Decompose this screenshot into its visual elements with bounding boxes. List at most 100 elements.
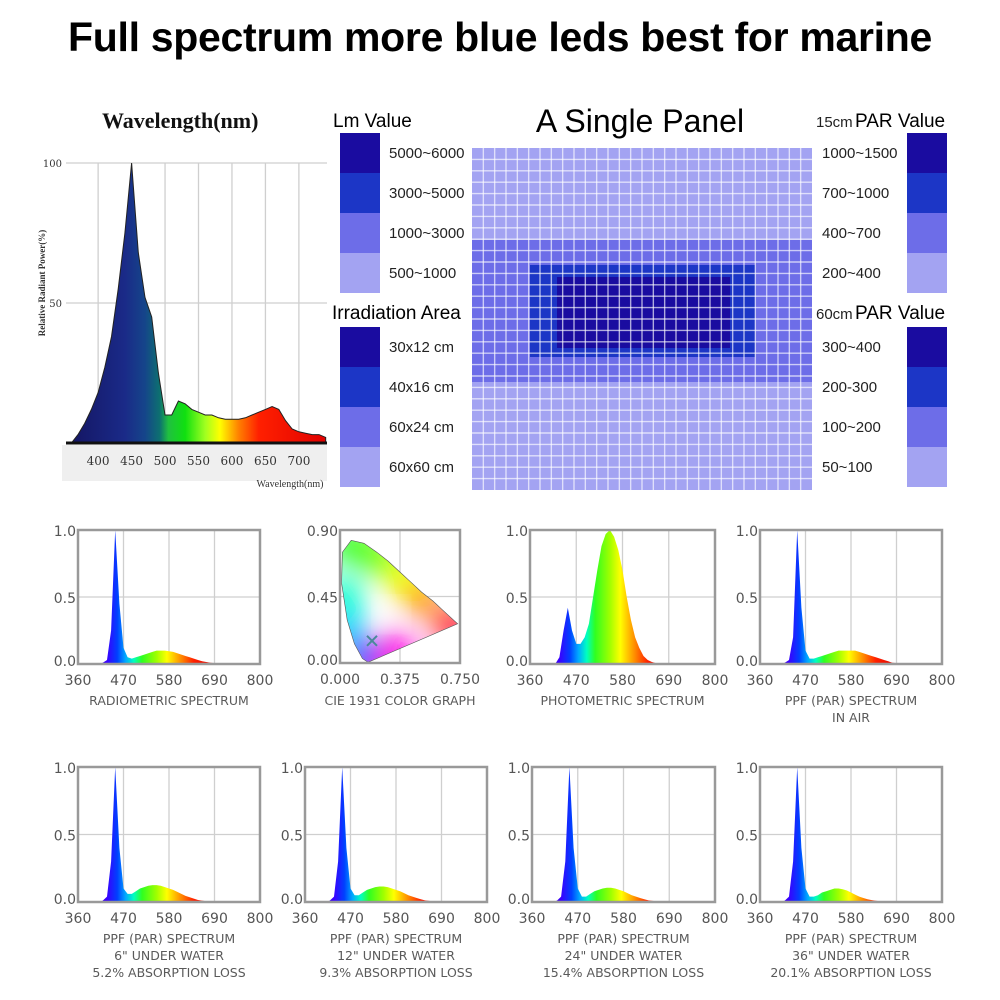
x-tick-label: 360 — [517, 673, 544, 689]
x-axis-band — [62, 445, 327, 481]
y-tick-label: 0.90 — [307, 524, 338, 540]
spectrum-area — [71, 162, 327, 444]
y-tick-label: 0.0 — [54, 892, 76, 908]
legend-label: 3000~5000 — [389, 185, 465, 202]
y-tick-label: 1.0 — [508, 761, 530, 777]
chart-caption: 20.1% ABSORPTION LOSS — [770, 965, 931, 980]
legend-label: 700~1000 — [822, 185, 889, 202]
y-tick-label: 0.5 — [506, 591, 528, 607]
legend-label: 1000~1500 — [822, 145, 898, 162]
chart-cie-1931 — [338, 528, 462, 665]
y-tick-label: 0.45 — [307, 591, 338, 607]
chart-caption: PPF (PAR) SPECTRUM — [330, 931, 462, 946]
spectrum-area — [760, 530, 942, 664]
x-tick-label: 580 — [838, 911, 865, 927]
legend-title: PAR Value — [855, 303, 945, 324]
y-tick-label: 0.00 — [307, 653, 338, 669]
x-tick-label: 470 — [792, 673, 819, 689]
chart-caption: 9.3% ABSORPTION LOSS — [319, 965, 472, 980]
y-tick-label: 0.5 — [54, 591, 76, 607]
cie-labels: 0.000 0.375 0.750 0.00 0.45 0.90 CIE 1931 COLO… — [307, 524, 480, 708]
x-tick-label: 360 — [65, 911, 92, 927]
legend-label: 400~700 — [822, 225, 881, 242]
y-tick-label: 1.0 — [736, 524, 758, 540]
x-tick-label: 800 — [247, 911, 274, 927]
x-tick-label: 470 — [337, 911, 364, 927]
panel-title: A Single Panel — [536, 103, 744, 139]
y-tick-label: 1.0 — [506, 524, 528, 540]
plot-frame — [76, 765, 262, 904]
legend-swatch — [340, 407, 380, 447]
legend-swatch — [340, 253, 380, 293]
x-tick-label: 690 — [201, 673, 228, 689]
legend-label: 60x24 cm — [389, 419, 454, 436]
spectrum-area — [530, 530, 715, 664]
legend-label: 1000~3000 — [389, 225, 465, 242]
x-tick-label: 580 — [609, 673, 636, 689]
legend-title-prefix: 15cm — [816, 114, 853, 131]
chart-caption: PHOTOMETRIC SPECTRUM — [541, 693, 705, 708]
y-tick-label: 0.0 — [506, 654, 528, 670]
x-tick-label: 690 — [656, 911, 683, 927]
chart-caption: 15.4% ABSORPTION LOSS — [543, 965, 704, 980]
chart-caption: RADIOMETRIC SPECTRUM — [89, 693, 249, 708]
legend-label: 100~200 — [822, 419, 881, 436]
chart-4: 360 470 580 690 800 0.0 0.5 1.0 PPF (PAR) SPECTR… — [736, 524, 956, 725]
x-tick-label: 800 — [474, 911, 501, 927]
x-tick-label: 470 — [792, 911, 819, 927]
legend-swatch — [907, 367, 947, 407]
x-tick-label: 700 — [287, 454, 310, 468]
x-tick-label: 0.375 — [380, 672, 420, 688]
chart-3: 360 470 580 690 800 0.0 0.5 1.0 PHOTOMETRIC SPEC… — [506, 524, 729, 708]
white-point-marker — [366, 635, 378, 647]
chart-caption: PPF (PAR) SPECTRUM — [785, 931, 917, 946]
y-tick-label: 0.0 — [736, 892, 758, 908]
y-axis-label: Relative Radiant Power(%) — [37, 230, 47, 336]
chart-caption: CIE 1931 COLOR GRAPH — [324, 693, 475, 708]
chart-caption: 6" UNDER WATER — [114, 948, 224, 963]
x-tick-label: 690 — [883, 673, 910, 689]
legend-par15: 15cm PAR Value 1000~1500 700~1000 400~700 200… — [816, 111, 947, 293]
x-axis-label: Wavelength(nm) — [257, 479, 324, 490]
legend-lm: Lm Value 5000~6000 3000~5000 1000~3000 500~1… — [333, 111, 465, 293]
y-tick-label: 0.0 — [736, 654, 758, 670]
page-title: Full spectrum more blue leds best for ma… — [68, 14, 932, 60]
plot-frame — [758, 765, 944, 904]
spectrum-area — [305, 767, 487, 902]
x-tick-label: 690 — [655, 673, 682, 689]
x-tick-label: 690 — [428, 911, 455, 927]
x-tick-label: 360 — [65, 673, 92, 689]
x-tick-label: 580 — [156, 673, 183, 689]
y-tick-label: 0.5 — [281, 829, 303, 845]
spectral-locus — [341, 539, 459, 663]
x-tick-label: 550 — [187, 454, 210, 468]
legend-label: 500~1000 — [389, 265, 456, 282]
spectrum-area — [78, 767, 260, 902]
x-tick-label: 360 — [747, 673, 774, 689]
x-tick-label: 800 — [702, 673, 729, 689]
plot-frame — [530, 765, 717, 904]
chart-caption: PPF (PAR) SPECTRUM — [785, 693, 917, 708]
legend-irradiation: Irradiation Area 30x12 cm 40x16 cm 60x24 cm… — [332, 303, 461, 487]
plot-frame — [76, 528, 262, 666]
legend-title: PAR Value — [855, 111, 945, 132]
x-tick-label: 690 — [201, 911, 228, 927]
legend-swatch — [340, 327, 380, 367]
x-tick-label: 470 — [110, 911, 137, 927]
legend-swatch — [340, 367, 380, 407]
chart-1: 360 470 580 690 800 0.0 0.5 1.0 RADIOMETRIC SPEC… — [54, 524, 274, 708]
legend-title: Lm Value — [333, 111, 412, 132]
x-tick-label: 650 — [254, 454, 277, 468]
x-tick-label: 360 — [519, 911, 546, 927]
y-tick-label: 1.0 — [281, 761, 303, 777]
chart-6: 360 470 580 690 800 0.0 0.5 1.0 PPF (PAR) SPECTR… — [281, 761, 501, 980]
y-tick-label: 1.0 — [54, 761, 76, 777]
single-panel-heatmap — [472, 148, 812, 490]
x-tick-label: 450 — [120, 454, 143, 468]
chart-caption: PPF (PAR) SPECTRUM — [557, 931, 689, 946]
y-tick-label: 50 — [49, 299, 62, 310]
x-tick-label: 600 — [221, 454, 244, 468]
legend-title: Irradiation Area — [332, 303, 461, 324]
chart-caption: 36" UNDER WATER — [792, 948, 910, 963]
legend-label: 300~400 — [822, 339, 881, 356]
